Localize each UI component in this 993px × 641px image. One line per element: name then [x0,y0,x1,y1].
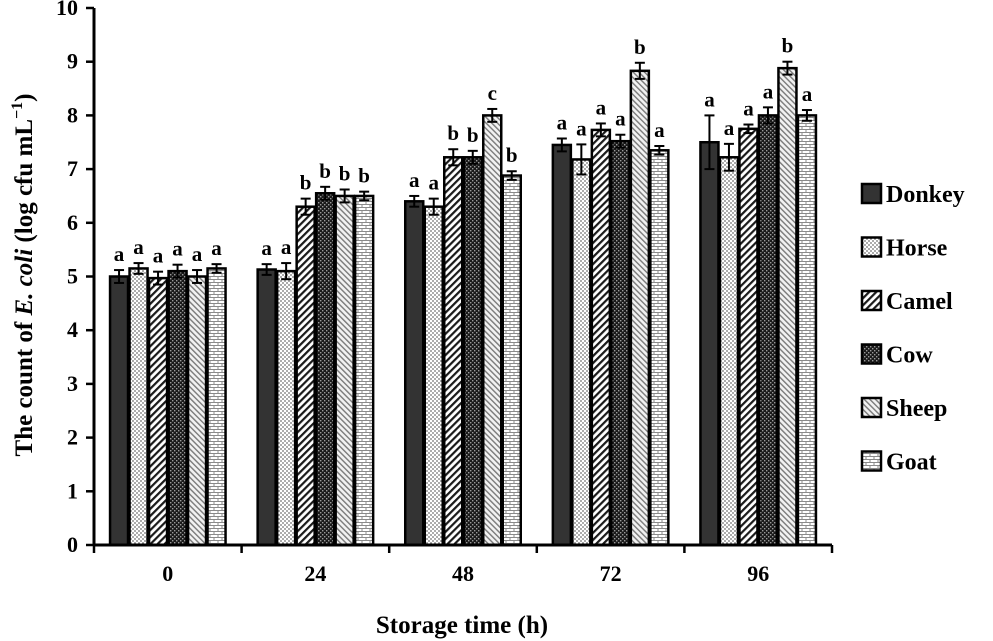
y-tick-label: 4 [67,317,78,342]
significance-label: b [634,35,646,59]
significance-label: a [596,95,607,119]
bar-cow-24 [314,192,336,547]
y-axis-title: The count of E. coli (log cfu mL−1) [9,94,38,457]
significance-label: a [615,107,626,131]
significance-label: b [300,171,312,195]
y-tick-label: 6 [67,210,78,235]
significance-label: b [506,143,518,167]
bar-cow-96 [757,114,779,547]
bar-sheep-0 [186,275,208,547]
bar-goat-48 [501,174,522,547]
significance-label: a [133,235,144,259]
bar-camel-72 [590,128,612,547]
significance-label: a [172,237,183,261]
y-tick-label: 3 [67,371,78,396]
bar-donkey-72 [551,143,573,547]
significance-label: b [319,159,331,183]
bar-camel-24 [295,205,316,547]
y-axis-title-italic: E. coli [11,249,38,317]
bar-donkey-96 [699,141,720,547]
bar-horse-0 [128,267,149,547]
significance-label: a [557,110,568,134]
y-tick-label: 0 [67,532,78,557]
significance-label: b [339,162,351,186]
bar-sheep-72 [629,69,651,547]
bar-cow-72 [610,139,631,547]
bar-horse-48 [423,205,444,547]
bar-donkey-0 [108,275,130,547]
significance-label: c [488,81,497,105]
y-tick-label: 9 [67,49,78,74]
bar-sheep-96 [777,66,798,547]
legend-label-cow: Cow [886,343,933,369]
legend-label-camel: Camel [886,289,953,315]
legend: Donkey Horse Camel Cow Sheep Goat [860,182,965,476]
legend-label-horse: Horse [886,236,948,262]
significance-label: a [802,82,813,106]
bar-goat-96 [796,114,818,547]
y-tick-label: 5 [67,264,78,289]
bar-horse-24 [275,269,297,547]
bar-goat-24 [353,194,375,547]
bar-donkey-24 [256,268,277,547]
legend-label-donkey: Donkey [886,182,965,208]
legend-swatch-camel [860,289,883,312]
x-tick-label: 48 [452,561,474,586]
significance-label: a [429,171,440,195]
y-axis-title-prefix: The count of [11,316,38,457]
bar-sheep-48 [482,114,503,547]
significance-label: b [467,123,479,147]
significance-label: a [211,236,222,260]
significance-label: a [153,244,164,268]
significance-label: a [409,168,420,192]
legend-label-goat: Goat [886,450,937,476]
y-tick-label: 2 [67,425,78,450]
bar-sheep-24 [334,194,355,547]
significance-label: b [782,34,794,58]
bar-cow-0 [167,269,188,547]
bar-horse-96 [718,156,740,547]
legend-swatch-horse [860,236,883,258]
significance-label: b [447,121,459,145]
y-tick-label: 8 [67,102,78,127]
y-axis-title-superscript: −1 [9,102,26,119]
significance-label: a [743,97,754,121]
significance-label: a [192,242,203,266]
bar-camel-0 [147,276,169,547]
bar-goat-0 [206,267,227,547]
x-tick-label: 96 [747,561,769,586]
significance-label: a [704,87,715,111]
significance-label: a [763,79,774,103]
y-axis-title-close: ) [11,94,38,102]
bar-camel-48 [443,156,464,547]
x-axis-title: Storage time (h) [376,612,548,639]
significance-label: a [261,236,272,260]
x-tick-label: 24 [304,561,326,586]
y-tick-label: 1 [67,478,78,503]
bar-camel-96 [738,127,759,547]
significance-label: a [724,116,735,140]
bar-horse-72 [571,158,592,547]
legend-swatch-goat [860,450,883,472]
y-axis-title-suffix: (log cfu mL [11,119,38,249]
legend-swatch-sheep [860,396,883,419]
x-tick-label: 72 [600,561,622,586]
bar-cow-48 [462,156,483,547]
legend-swatch-cow [860,343,883,365]
significance-label: a [576,116,587,140]
significance-label: a [654,118,665,142]
bar-donkey-48 [404,200,425,547]
y-tick-label: 7 [67,156,78,181]
significance-label: a [114,242,125,266]
y-tick-label: 10 [56,0,78,20]
axes: 0 1 2 3 4 5 6 7 8 9 10 0 24 48 72 96 [56,0,834,586]
significance-label: b [358,164,370,188]
legend-swatch-donkey [860,182,883,205]
legend-label-sheep: Sheep [886,396,947,422]
x-tick-label: 0 [162,561,173,586]
bar-goat-72 [649,149,670,547]
significance-label: a [281,235,292,259]
